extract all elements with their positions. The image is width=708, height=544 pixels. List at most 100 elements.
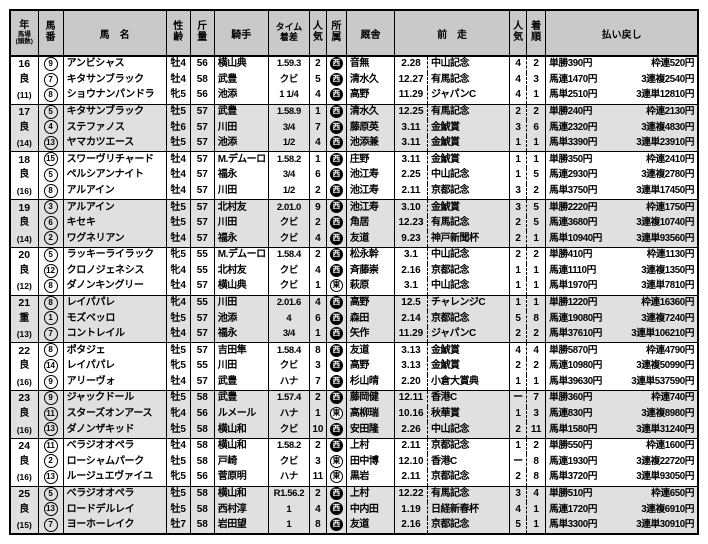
affiliation-icon: 東 [329, 470, 343, 484]
prev-race-name: 有馬記念 [427, 485, 510, 503]
finish-position: 7 [526, 390, 546, 407]
finish-position: 1 [526, 231, 546, 248]
year-track-heads: 良 [19, 455, 30, 467]
prev-popularity: 3 [509, 199, 527, 216]
sex-age: 牝5 [165, 246, 191, 264]
affiliation: 西 [325, 485, 347, 503]
horse-name: ワグネリアン [62, 231, 167, 248]
year-track-heads: 25 [10, 485, 39, 503]
horse-name: ヨーホーレイク [62, 517, 167, 535]
sex-age: 牡5 [165, 135, 191, 152]
year-track-heads: (13) [10, 326, 39, 343]
time-margin: 1.58.9 [267, 103, 310, 121]
prev-race-name: 金鯱賞 [427, 342, 510, 359]
prev-race-name: ジャパンC [427, 88, 510, 105]
stable: 池添兼 [345, 135, 395, 152]
horse-number-circle: 8 [43, 343, 58, 358]
prev-race-name: 京都記念 [427, 470, 510, 487]
horse-number: 5 [37, 103, 64, 121]
finish-position: 1 [526, 135, 546, 152]
payout-left: 馬単3300円 [549, 519, 597, 531]
affiliation: 東 [325, 279, 347, 296]
result-row: 23 9 ジャックドール 牡5 58 武豊 1.57.4 2 西藤岡健 12.11 香港C ー 7 単勝3… [10, 390, 698, 407]
stable: 田中博 [345, 454, 395, 471]
affiliation: 西 [325, 103, 347, 121]
result-row: 重 1 モズベッロ 牡5 57 池添 4 6 西森田 2.14 京都記念 5 8 馬連19080円 3連複7… [10, 311, 698, 327]
prev-race-date: 2.14 [393, 311, 428, 327]
result-row: (16) 8 アルアイン 牡4 57 川田 1/2 2 西池江寿 2.11 京都記念 3 2 馬単3750… [10, 183, 698, 200]
result-row: (12) 8 ダノンキングリー 牡4 57 横山典 クビ 1 東萩原 3.1 中山記念 1 1 馬単197… [10, 279, 698, 296]
finish-position: 1 [526, 279, 546, 296]
jockey: 川田 [213, 358, 269, 375]
prev-popularity: 1 [509, 135, 527, 152]
prev-race-name: 京都記念 [427, 311, 510, 327]
payout-left: 馬連2930円 [549, 169, 597, 181]
jockey: 吉田隼 [213, 342, 269, 359]
prev-race-date: 2.16 [393, 517, 428, 535]
horse-number-circle: 8 [43, 88, 58, 103]
result-row: 18 15 スワーヴリチャード 牡4 57 M.デムーロ 1.58.2 1 西庄野 3.11 金鯱賞… [10, 151, 698, 169]
sex-age: 牡4 [165, 279, 191, 296]
payout: 馬単10940円 3連単93560円 [545, 231, 698, 248]
popularity: 2 [308, 437, 327, 455]
prev-race-name: 中山記念 [427, 279, 510, 296]
affiliation-icon: 西 [329, 502, 343, 516]
sex-age: 牡5 [165, 454, 191, 471]
horse-number: 8 [37, 279, 64, 296]
time-margin: 2.01.0 [267, 199, 310, 216]
horse-name: ルージュエヴァイユ [62, 470, 167, 487]
prev-race-name: 中山記念 [427, 56, 510, 73]
col-time-margin: タイム 着差 [267, 10, 310, 57]
finish-position: 1 [526, 88, 546, 105]
payout-left: 単勝550円 [549, 440, 592, 452]
jockey: 川田 [213, 183, 269, 200]
payout-left: 馬連19080円 [549, 312, 602, 324]
sex-age: 牡5 [165, 390, 191, 407]
time-margin: クビ [267, 215, 310, 232]
jockey: 横山和 [213, 485, 269, 503]
col-sex-age-l1: 性 [173, 21, 184, 33]
horse-number: 4 [37, 120, 64, 136]
affiliation-icon: 西 [329, 518, 343, 532]
affiliation: 西 [325, 326, 347, 343]
payout-right: 3連複1350円 [641, 264, 694, 276]
payout-right: 3連単537590円 [631, 375, 694, 387]
carried-weight: 55 [189, 294, 215, 312]
col-affiliation-l2: 属 [331, 32, 342, 43]
prev-popularity: 3 [509, 485, 527, 503]
affiliation-icon: 東 [329, 279, 343, 293]
popularity: 6 [308, 168, 327, 184]
affiliation-icon: 西 [329, 391, 343, 405]
horse-number-circle: 15 [43, 152, 58, 167]
horse-number-circle: 13 [43, 470, 58, 485]
popularity: 3 [308, 358, 327, 375]
prev-race-date: 2.26 [393, 422, 428, 439]
payout: 馬連2930円 3連複2780円 [545, 168, 698, 184]
horse-number: 7 [37, 326, 64, 343]
payout-left: 単勝410円 [549, 249, 592, 261]
payout: 馬単1580円 3連単31240円 [545, 422, 698, 439]
horse-number-circle: 5 [43, 487, 58, 501]
popularity: 7 [308, 120, 327, 136]
popularity: 1 [308, 279, 327, 296]
payout-left: 単勝1220円 [549, 296, 597, 308]
horse-number-circle: 12 [43, 263, 58, 278]
payout-right: 3連複10740円 [636, 217, 694, 229]
finish-position: 6 [526, 120, 546, 136]
prev-race-name: 京都記念 [427, 517, 510, 535]
prev-popularity: 2 [509, 358, 527, 375]
prev-race-date: 11.29 [393, 326, 428, 343]
affiliation-icon: 西 [329, 263, 343, 277]
jockey: 北村友 [213, 199, 269, 216]
result-row: 良 4 ステファノス 牡6 57 川田 3/4 7 西藤原英 3.11 金鯱賞 3 6 馬連2320円 3連… [10, 120, 698, 136]
affiliation-icon: 西 [329, 327, 343, 341]
payout: 馬単39630円 3連単537590円 [545, 374, 698, 391]
payout-left: 馬単2510円 [549, 89, 597, 101]
horse-name: ラッキーライラック [62, 246, 167, 264]
horse-name: キセキ [62, 215, 167, 232]
prev-popularity: ー [509, 390, 527, 407]
finish-position: 2 [526, 326, 546, 343]
affiliation: 西 [325, 120, 347, 136]
payout-left: 馬連830円 [549, 408, 592, 420]
time-margin: クビ [267, 454, 310, 471]
